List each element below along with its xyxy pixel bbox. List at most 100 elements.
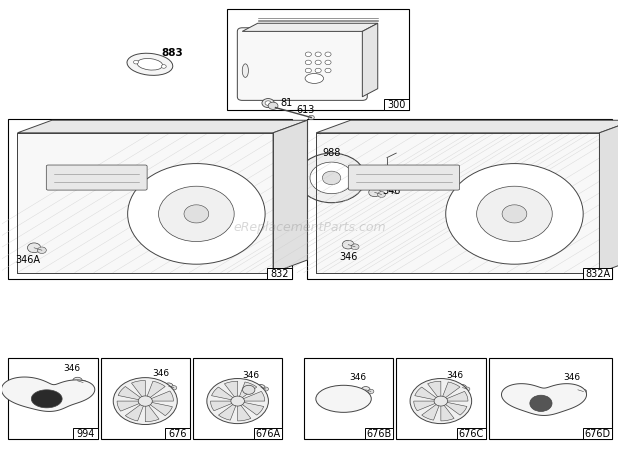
Wedge shape: [211, 387, 237, 401]
Ellipse shape: [127, 53, 173, 76]
Polygon shape: [1, 377, 95, 411]
Circle shape: [305, 68, 311, 73]
Wedge shape: [145, 391, 174, 401]
Polygon shape: [362, 23, 378, 97]
Circle shape: [502, 205, 527, 223]
Wedge shape: [237, 401, 251, 421]
Circle shape: [268, 102, 278, 109]
Circle shape: [315, 52, 321, 56]
Wedge shape: [237, 391, 265, 401]
Circle shape: [73, 377, 82, 384]
Circle shape: [322, 171, 341, 185]
Circle shape: [231, 396, 244, 406]
Polygon shape: [242, 23, 378, 31]
Bar: [73, 428, 97, 440]
Text: 346: 346: [446, 371, 463, 380]
Wedge shape: [131, 380, 145, 401]
Polygon shape: [600, 120, 620, 273]
Wedge shape: [237, 401, 264, 415]
Circle shape: [369, 188, 381, 197]
Circle shape: [378, 192, 386, 197]
Text: 988: 988: [322, 147, 341, 157]
Wedge shape: [441, 401, 467, 415]
Circle shape: [434, 396, 448, 406]
Text: 346: 346: [563, 373, 580, 382]
Bar: [365, 428, 393, 440]
Bar: [307, 119, 612, 279]
Wedge shape: [422, 401, 441, 420]
Circle shape: [164, 383, 173, 389]
Polygon shape: [273, 120, 308, 273]
Wedge shape: [211, 401, 237, 411]
Circle shape: [113, 378, 177, 425]
Circle shape: [262, 99, 274, 107]
Circle shape: [298, 153, 365, 203]
Text: 883: 883: [161, 48, 183, 58]
Bar: [489, 358, 612, 440]
Bar: [227, 9, 409, 110]
Wedge shape: [237, 382, 257, 401]
Circle shape: [138, 396, 153, 406]
Wedge shape: [118, 386, 145, 401]
Wedge shape: [415, 387, 441, 401]
Circle shape: [315, 68, 321, 73]
Circle shape: [27, 243, 41, 253]
Circle shape: [310, 162, 353, 194]
Circle shape: [458, 384, 466, 390]
Bar: [583, 268, 612, 279]
Bar: [193, 358, 282, 440]
Wedge shape: [441, 382, 460, 401]
Circle shape: [305, 52, 311, 56]
Text: 346: 346: [242, 371, 260, 380]
Circle shape: [530, 395, 552, 411]
Ellipse shape: [316, 385, 371, 412]
Ellipse shape: [137, 59, 162, 70]
Bar: [396, 358, 485, 440]
Bar: [8, 119, 291, 279]
Wedge shape: [428, 381, 441, 401]
Text: 346: 346: [349, 373, 366, 382]
Wedge shape: [145, 381, 165, 401]
Bar: [384, 99, 409, 110]
Text: 832: 832: [270, 269, 288, 279]
Bar: [8, 358, 97, 440]
Wedge shape: [441, 391, 468, 401]
Circle shape: [573, 386, 583, 393]
FancyBboxPatch shape: [316, 133, 600, 273]
FancyBboxPatch shape: [17, 133, 273, 273]
Text: 832A: 832A: [585, 269, 610, 279]
Circle shape: [315, 60, 321, 65]
FancyBboxPatch shape: [348, 165, 459, 190]
Circle shape: [257, 384, 265, 390]
Wedge shape: [441, 401, 454, 421]
Circle shape: [161, 65, 166, 68]
Circle shape: [128, 163, 265, 264]
Wedge shape: [414, 401, 441, 411]
Circle shape: [410, 379, 472, 424]
Text: 676B: 676B: [366, 429, 392, 439]
Circle shape: [37, 247, 46, 253]
Circle shape: [325, 68, 331, 73]
Circle shape: [464, 387, 470, 391]
Wedge shape: [145, 401, 159, 422]
Wedge shape: [145, 401, 172, 416]
Polygon shape: [32, 390, 62, 408]
Polygon shape: [17, 120, 308, 133]
Polygon shape: [502, 384, 587, 415]
Wedge shape: [117, 401, 145, 411]
Bar: [304, 358, 393, 440]
Ellipse shape: [242, 64, 249, 77]
Circle shape: [477, 186, 552, 242]
Wedge shape: [224, 381, 237, 401]
Wedge shape: [125, 401, 145, 421]
Circle shape: [325, 52, 331, 56]
Circle shape: [171, 386, 177, 390]
Bar: [583, 428, 612, 440]
Text: 676C: 676C: [459, 429, 484, 439]
Text: eReplacementParts.com: eReplacementParts.com: [234, 221, 386, 234]
Text: 346: 346: [340, 252, 358, 262]
Circle shape: [263, 387, 268, 391]
Circle shape: [580, 389, 587, 394]
Circle shape: [368, 389, 374, 394]
Circle shape: [361, 387, 370, 393]
